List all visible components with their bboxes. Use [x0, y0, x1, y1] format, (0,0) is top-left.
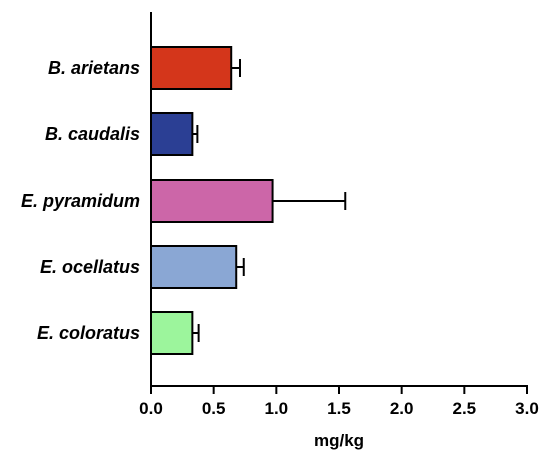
- x-tick-label-1: 0.5: [202, 399, 226, 418]
- bar-1: [150, 112, 194, 156]
- category-label-2: E. pyramidum: [21, 191, 140, 211]
- category-label-0: B. arietans: [48, 58, 140, 78]
- error-bars: [192, 59, 347, 342]
- x-tick-label-6: 3.0: [515, 399, 539, 418]
- category-labels: B. arietans B. caudalis E. pyramidum E. oce…: [21, 58, 140, 343]
- x-axis-ticks: 0.0 0.5 1.0 1.5 2.0 2.5 3.0: [139, 386, 539, 418]
- category-label-4: E. coloratus: [37, 323, 140, 343]
- x-tick-label-5: 2.5: [453, 399, 477, 418]
- bar-2: [150, 179, 274, 223]
- bar-0: [150, 46, 233, 90]
- category-label-3: E. ocellatus: [40, 257, 140, 277]
- bars: [150, 46, 274, 355]
- x-tick-label-2: 1.0: [265, 399, 289, 418]
- x-tick-label-3: 1.5: [327, 399, 351, 418]
- x-axis-title: mg/kg: [314, 431, 364, 450]
- bar-4: [150, 311, 194, 355]
- category-label-1: B. caudalis: [45, 124, 140, 144]
- x-tick-label-4: 2.0: [390, 399, 414, 418]
- bar-3: [150, 245, 238, 289]
- x-tick-label-0: 0.0: [139, 399, 163, 418]
